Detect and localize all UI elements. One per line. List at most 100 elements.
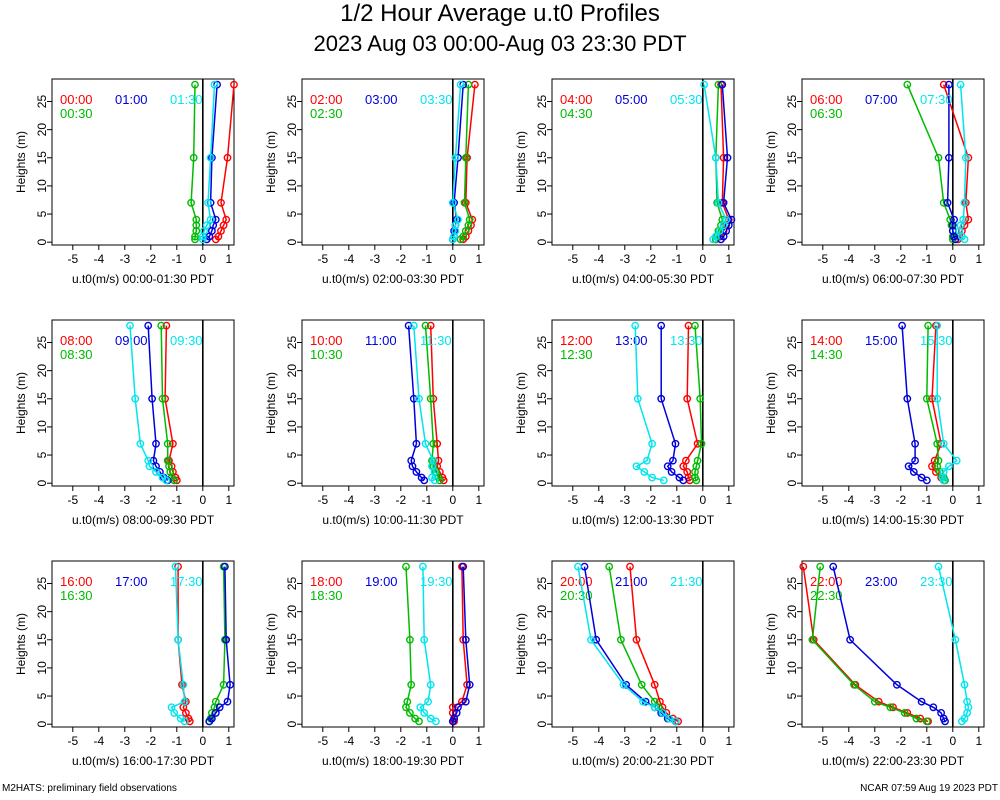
data-point [230,80,238,89]
x-tick-label: 1 [225,734,232,748]
series-line [170,566,186,723]
data-point [605,562,614,571]
data-point [903,80,912,89]
data-point [420,476,429,485]
x-tick-label: 1 [725,493,732,507]
series-line [811,566,927,723]
data-point [633,394,642,403]
x-tick-label: 0 [699,493,706,507]
x-tick-label: -4 [843,252,854,266]
series-1930: 19:30 [416,562,453,726]
y-axis-label: Heights (m) [264,613,278,675]
series-2230: 22:30 [808,562,931,726]
y-axis-label: Heights (m) [14,131,28,193]
data-point [152,439,160,448]
legend-entry: 03:00 [365,92,398,107]
data-point [631,321,640,330]
legend-entry: 08:00 [60,333,93,348]
data-point [663,462,672,471]
x-tick-label: -1 [421,734,432,748]
y-tick-label: 15 [785,151,799,165]
data-point [448,198,457,207]
data-point [210,80,219,89]
data-point [799,562,808,571]
plot-frame [51,319,235,487]
x-axis-label: u.t0(m/s) 08:00-09:30 PDT [72,513,215,527]
series-0230: 02:30 [310,80,474,244]
x-tick-label: -4 [593,252,604,266]
x-axis-label: u.t0(m/s) 04:00-05:30 PDT [572,272,715,286]
data-point [170,709,179,717]
series-line [208,566,231,722]
x-tick-label: 0 [949,734,956,748]
series-0930: 09:30 [126,321,203,485]
data-point [408,462,417,471]
data-point [191,80,199,89]
y-tick-label: 10 [35,420,49,434]
y-tick-label: 20 [285,605,299,619]
series-1300: 13:00 [615,321,688,485]
x-tick-label: 0 [199,252,206,266]
x-tick-label: -1 [171,493,182,507]
data-point [409,394,418,403]
series-line [419,566,437,723]
data-point [131,394,140,403]
y-tick-label: 25 [35,95,49,109]
data-point [922,717,931,726]
data-point [719,221,728,230]
legend-entry: 19:00 [365,574,398,589]
data-point [632,635,641,644]
y-axis-label: Heights (m) [14,613,28,675]
data-point [898,321,906,330]
plot-frame [801,560,985,728]
data-point [679,462,688,471]
y-tick-label: 20 [535,123,549,137]
data-point [711,153,720,162]
legend-entry: 19:30 [420,574,453,589]
legend-entry: 07:30 [920,92,953,107]
y-tick-label: 10 [285,420,299,434]
series-0100: 01:00 [115,80,222,244]
x-tick-label: 0 [449,252,456,266]
series-0700: 07:00 [865,80,960,244]
y-axis-label: Heights (m) [514,372,528,434]
data-point [174,635,183,644]
data-point [928,462,936,471]
y-tick-label: 20 [535,364,549,378]
series-1700: 17:00 [115,562,235,726]
x-tick-label: -1 [421,252,432,266]
y-tick-label: 10 [785,420,799,434]
y-tick-label: 5 [35,210,49,217]
x-tick-label: 0 [949,252,956,266]
data-point [426,680,435,689]
x-tick-label: -2 [895,252,906,266]
legend-entry: 18:00 [310,574,343,589]
x-axis-label: u.t0(m/s) 18:00-19:30 PDT [322,754,465,768]
data-point [643,456,651,465]
x-tick-label: -5 [317,493,328,507]
data-point [683,394,692,403]
data-point [960,235,969,244]
plot-frame [801,319,985,487]
y-tick-label: 0 [285,480,299,487]
x-tick-label: 1 [475,252,482,266]
data-point [574,562,582,571]
y-tick-label: 20 [35,364,49,378]
y-tick-label: 0 [785,480,799,487]
y-tick-label: 20 [285,123,299,137]
x-axis-label: u.t0(m/s) 06:00-07:30 PDT [822,272,965,286]
data-point [448,703,457,712]
x-tick-label: -3 [119,493,130,507]
x-axis-label: u.t0(m/s) 00:00-01:30 PDT [72,272,215,286]
x-tick-label: 1 [225,493,232,507]
x-tick-label: -4 [593,734,604,748]
y-tick-label: 10 [285,179,299,193]
legend-entry: 14:30 [810,347,843,362]
y-tick-label: 10 [785,179,799,193]
data-point [461,635,470,644]
legend-entry: 10:30 [310,347,343,362]
